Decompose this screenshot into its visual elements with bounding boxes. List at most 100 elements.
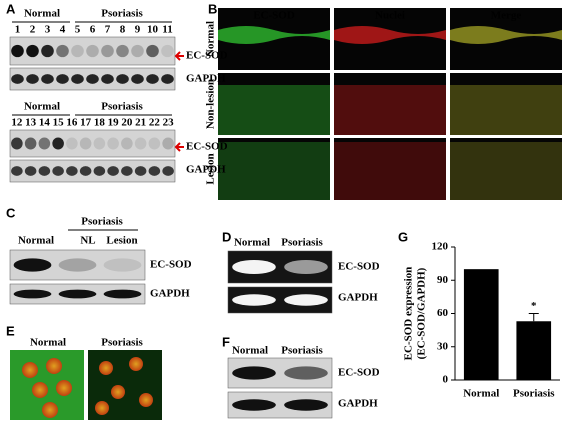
group-label: Normal bbox=[24, 8, 60, 20]
row-label: Non-lesion bbox=[205, 79, 217, 129]
band-label: EC-SOD bbox=[150, 259, 192, 271]
lane-number: 12 bbox=[11, 117, 23, 129]
band bbox=[121, 166, 133, 176]
error-bar bbox=[528, 313, 539, 322]
lane-number: 14 bbox=[39, 117, 51, 129]
lane-number: 6 bbox=[90, 24, 96, 36]
y-tick-label: 120 bbox=[432, 241, 449, 253]
y-tick-label: 0 bbox=[443, 374, 449, 386]
band bbox=[162, 166, 174, 176]
band bbox=[52, 137, 64, 150]
band bbox=[38, 137, 51, 150]
band-label: EC-SOD bbox=[338, 261, 380, 273]
band-label: GAPDH bbox=[338, 292, 378, 304]
lane-label: Normal bbox=[18, 235, 54, 247]
lane-number: 22 bbox=[149, 117, 161, 129]
band bbox=[26, 74, 39, 84]
band bbox=[86, 74, 99, 84]
band bbox=[162, 137, 174, 150]
column-label: Normal bbox=[30, 337, 66, 349]
band bbox=[41, 44, 54, 58]
bar bbox=[463, 269, 499, 380]
micrograph bbox=[334, 138, 446, 200]
band bbox=[284, 399, 328, 411]
lane-label: NL bbox=[80, 235, 95, 247]
band-label: EC-SOD bbox=[338, 367, 380, 379]
group-label: Psoriasis bbox=[81, 216, 123, 228]
band bbox=[93, 166, 106, 176]
band bbox=[148, 137, 161, 150]
band bbox=[146, 74, 159, 84]
column-label: Psoriasis bbox=[101, 337, 143, 349]
band bbox=[93, 137, 106, 150]
y-tick-label: 90 bbox=[437, 274, 449, 286]
arrow bbox=[174, 51, 184, 61]
group-label: Psoriasis bbox=[101, 101, 143, 113]
band bbox=[103, 258, 142, 272]
band bbox=[56, 44, 69, 58]
band bbox=[26, 44, 39, 58]
band bbox=[79, 137, 92, 150]
band bbox=[107, 166, 119, 176]
lane-number: 20 bbox=[121, 117, 133, 129]
tissue bbox=[450, 142, 562, 200]
band bbox=[56, 74, 69, 84]
lane-label: Normal bbox=[232, 345, 268, 357]
micrograph bbox=[218, 138, 330, 200]
band bbox=[11, 137, 23, 150]
lane-number: 8 bbox=[120, 24, 126, 36]
band-label: GAPDH bbox=[186, 73, 226, 85]
band bbox=[58, 258, 97, 272]
band bbox=[58, 289, 97, 299]
lane-number: 7 bbox=[105, 24, 111, 36]
band bbox=[52, 166, 64, 176]
band-label: GAPDH bbox=[150, 288, 190, 300]
nucleus bbox=[56, 380, 72, 396]
micrograph bbox=[218, 73, 330, 135]
bar bbox=[516, 321, 552, 380]
blot bbox=[9, 249, 146, 281]
nucleus bbox=[22, 362, 38, 378]
lane-number: 4 bbox=[60, 24, 66, 36]
band bbox=[134, 137, 147, 150]
band bbox=[103, 289, 142, 299]
band bbox=[131, 74, 144, 84]
panel-label: C bbox=[6, 205, 16, 220]
lane-number: 11 bbox=[162, 24, 172, 36]
band bbox=[71, 74, 84, 84]
band bbox=[24, 137, 37, 150]
band bbox=[24, 166, 37, 176]
y-axis-label: (EC-SOD/GAPDH) bbox=[416, 267, 428, 359]
panel-label: B bbox=[208, 1, 217, 16]
nucleus bbox=[99, 361, 113, 375]
band bbox=[284, 259, 328, 275]
lane-number: 16 bbox=[66, 117, 78, 129]
micrograph bbox=[450, 73, 562, 135]
panel-label: A bbox=[6, 1, 16, 16]
nucleus bbox=[139, 393, 153, 407]
tissue bbox=[450, 26, 562, 44]
tissue bbox=[218, 142, 330, 200]
band bbox=[148, 166, 161, 176]
lane-label: Lesion bbox=[106, 235, 137, 247]
band bbox=[13, 289, 52, 299]
annotation: * bbox=[531, 300, 537, 312]
band bbox=[131, 44, 144, 58]
lane-label: Psoriasis bbox=[281, 345, 323, 357]
row-label: Normal bbox=[205, 21, 217, 57]
band bbox=[232, 294, 276, 306]
band bbox=[11, 44, 24, 58]
band bbox=[11, 166, 23, 176]
blot bbox=[9, 129, 176, 158]
band bbox=[107, 137, 119, 150]
x-tick-label: Normal bbox=[463, 388, 499, 400]
x-tick-label: Psoriasis bbox=[513, 388, 555, 400]
lane-number: 5 bbox=[75, 24, 81, 36]
tissue bbox=[450, 85, 562, 135]
band-label: EC-SOD bbox=[186, 50, 228, 62]
band bbox=[86, 44, 99, 58]
band bbox=[101, 74, 114, 84]
nucleus bbox=[129, 357, 143, 371]
lane-number: 15 bbox=[53, 117, 65, 129]
band-label: GAPDH bbox=[186, 164, 226, 176]
